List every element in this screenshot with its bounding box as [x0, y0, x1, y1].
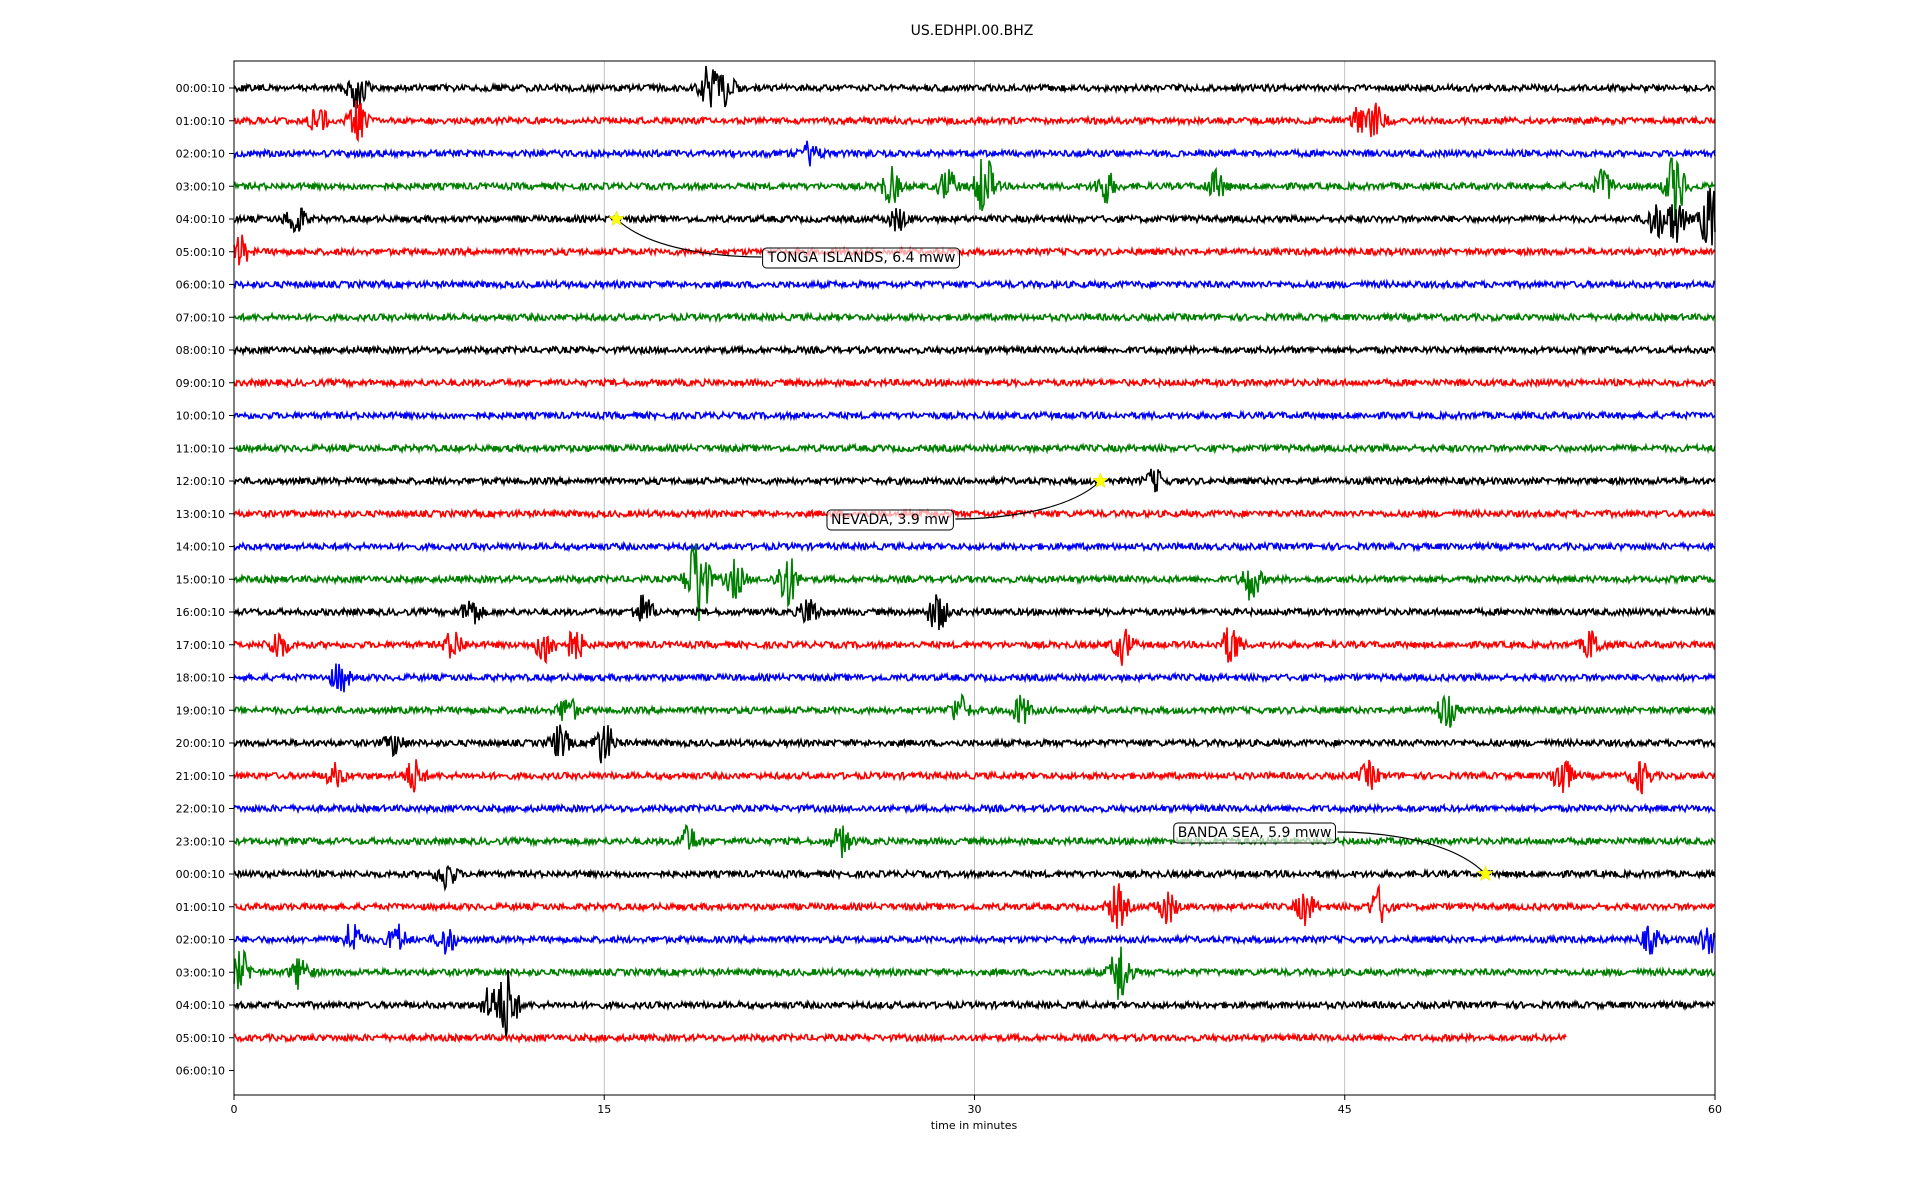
x-tick-label: 0 [231, 1103, 238, 1116]
trace-line [233, 278, 1716, 291]
event-annotations: TONGA ISLANDS, 6.4 mww NEVADA, 3.9 mw BAND… [608, 210, 1494, 882]
event-label-box [1173, 822, 1336, 844]
row-label: 06:00:10 [176, 1065, 225, 1078]
x-axis-ticks: 0 15 30 45 60 [231, 1095, 1722, 1116]
row-label: 09:00:10 [176, 377, 225, 390]
trace-line [233, 594, 1716, 631]
trace-line [233, 823, 1716, 859]
x-tick-label: 15 [597, 1103, 611, 1116]
event-label-text: TONGA ISLANDS, 6.4 mww [767, 250, 956, 266]
row-label: 04:00:10 [176, 213, 225, 226]
row-label: 17:00:10 [176, 639, 225, 652]
trace-line [233, 627, 1716, 666]
event-label-box [762, 247, 961, 269]
row-label: 03:00:10 [176, 966, 225, 979]
row-label: 16:00:10 [176, 606, 225, 619]
x-tick-label: 60 [1708, 1103, 1722, 1116]
event-star-marker [1092, 472, 1109, 489]
event-label: NEVADA, 3.9 mw [826, 509, 954, 531]
trace-line [233, 65, 1715, 109]
seismic-traces [233, 65, 1716, 1045]
trace-line [233, 663, 1716, 693]
trace-line [233, 310, 1716, 324]
row-label: 01:00:10 [176, 115, 225, 128]
trace-line [233, 468, 1716, 493]
trace-line [233, 865, 1716, 892]
row-label: 05:00:10 [176, 246, 225, 259]
trace-line [233, 100, 1716, 143]
trace-line [233, 409, 1716, 422]
row-label: 07:00:10 [176, 311, 225, 324]
trace-line [233, 442, 1716, 455]
trace-line [233, 343, 1716, 357]
row-label: 06:00:10 [176, 279, 225, 292]
trace-line [233, 157, 1716, 223]
row-label: 01:00:10 [176, 901, 225, 914]
row-label: 02:00:10 [176, 148, 225, 161]
trace-line [233, 802, 1716, 815]
trace-line [233, 234, 1716, 266]
row-label: 04:00:10 [176, 999, 225, 1012]
row-label: 15:00:10 [176, 573, 225, 586]
event-leader-line [1337, 831, 1486, 875]
row-label: 08:00:10 [176, 344, 225, 357]
row-label: 00:00:10 [176, 868, 225, 881]
trace-line [233, 140, 1716, 167]
row-label: 02:00:10 [176, 934, 225, 947]
event-leader-line [955, 480, 1101, 520]
event-label: TONGA ISLANDS, 6.4 mww [762, 247, 961, 269]
trace-line [233, 376, 1716, 390]
x-tick-label: 45 [1338, 1103, 1352, 1116]
row-label: 21:00:10 [176, 770, 225, 783]
event-label-text: NEVADA, 3.9 mw [831, 512, 949, 528]
trace-line [233, 923, 1716, 955]
row-label: 12:00:10 [176, 475, 225, 488]
trace-line [233, 1031, 1567, 1045]
x-tick-label: 30 [968, 1103, 982, 1116]
x-axis-label: time in minutes [931, 1119, 1018, 1132]
row-label: 18:00:10 [176, 672, 225, 685]
event-label-box [826, 509, 954, 531]
row-label: 20:00:10 [176, 737, 225, 750]
row-label: 23:00:10 [176, 835, 225, 848]
row-label: 11:00:10 [176, 442, 225, 455]
trace-line [233, 724, 1716, 764]
event-label: BANDA SEA, 5.9 mww [1173, 822, 1336, 844]
trace-line [233, 946, 1716, 1000]
row-label: 00:00:10 [176, 82, 225, 95]
event-leader-line [616, 218, 762, 258]
row-label: 03:00:10 [176, 180, 225, 193]
row-label: 13:00:10 [176, 508, 225, 521]
row-time-labels: 00:00:10 01:00:10 02:00:10 03:00:10 04:00:10… [176, 82, 234, 1078]
row-label: 10:00:10 [176, 410, 225, 423]
trace-line [233, 543, 1716, 622]
trace-line [233, 970, 1716, 1038]
trace-line [233, 507, 1716, 520]
trace-line [233, 759, 1716, 795]
chart-title: US.EDHPI.00.BHZ [911, 23, 1034, 39]
trace-line [233, 692, 1716, 728]
event-star-marker [1477, 865, 1494, 882]
event-label-text: BANDA SEA, 5.9 mww [1178, 825, 1332, 841]
row-label: 22:00:10 [176, 803, 225, 816]
trace-line [233, 540, 1716, 553]
row-label: 05:00:10 [176, 1032, 225, 1045]
trace-line [233, 883, 1716, 929]
row-label: 19:00:10 [176, 704, 225, 717]
event-star-marker [608, 210, 625, 227]
trace-line [233, 187, 1716, 246]
row-label: 14:00:10 [176, 541, 225, 554]
